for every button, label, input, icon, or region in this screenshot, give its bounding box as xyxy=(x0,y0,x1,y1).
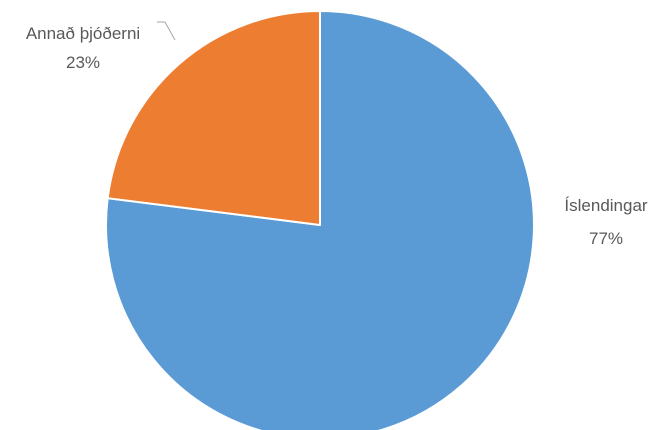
value-label-islendingar: 77% xyxy=(589,229,623,248)
value-label-annad: 23% xyxy=(66,53,100,72)
data-label-annad: Annað þjóðerni 23% xyxy=(26,24,140,72)
category-label-annad: Annað þjóðerni xyxy=(26,24,140,43)
pie-slices xyxy=(105,10,535,430)
pie-slice-islendingar xyxy=(105,10,535,430)
pie-slice-annad-thjoderni xyxy=(106,10,321,226)
category-label-islendingar: Íslendingar xyxy=(564,196,648,215)
leader-line-annad xyxy=(157,21,176,41)
data-label-islendingar: Íslendingar 77% xyxy=(564,196,648,248)
